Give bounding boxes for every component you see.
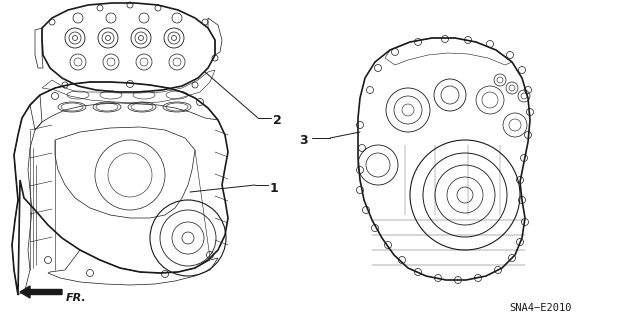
Text: FR.: FR. xyxy=(66,293,87,303)
Text: 1: 1 xyxy=(270,182,279,195)
Text: 2: 2 xyxy=(273,115,282,128)
Text: SNA4−E2010: SNA4−E2010 xyxy=(509,303,572,313)
FancyArrow shape xyxy=(20,286,62,298)
Text: 3: 3 xyxy=(300,135,308,147)
